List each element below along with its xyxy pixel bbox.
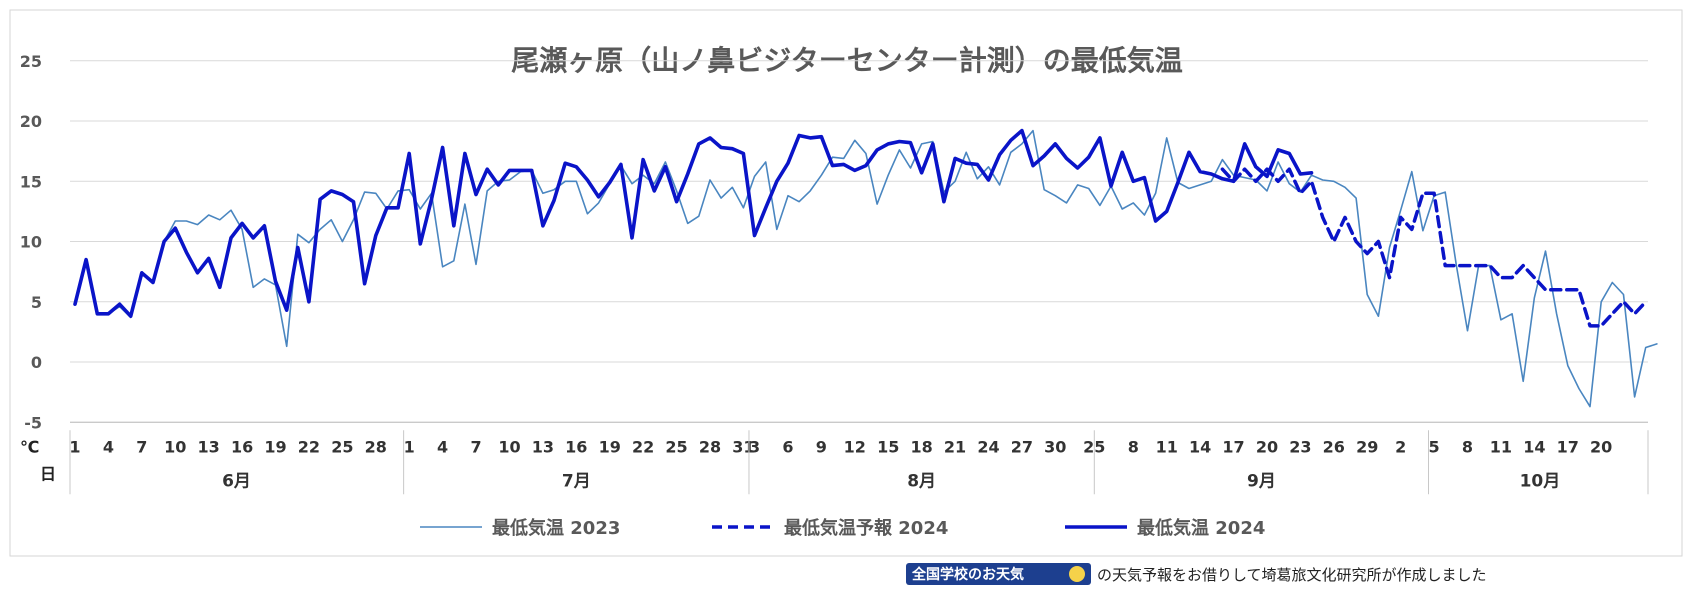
x-tick-label: 18	[911, 437, 933, 456]
x-tick-label: 22	[632, 437, 654, 456]
x-tick-label: 14	[1523, 437, 1545, 456]
x-tick-label: 25	[331, 437, 353, 456]
weather-site-logo-text: 全国学校のお天気	[912, 567, 1024, 583]
x-tick-label: 17	[1222, 437, 1244, 456]
y-tick-label: 15	[20, 172, 42, 191]
y-axis-ticks: 25 20 15 10 5 0 -5	[20, 52, 42, 433]
x-tick-label: 5	[1094, 437, 1105, 456]
x-tick-label: 5	[1429, 437, 1440, 456]
x-tick-label: 4	[437, 437, 448, 456]
x-tick-label: 19	[264, 437, 286, 456]
mascot-icon	[1069, 566, 1085, 582]
legend-label: 最低気温予報 2024	[784, 517, 948, 539]
x-tick-label: 1	[404, 437, 415, 456]
x-tick-label: 16	[231, 437, 253, 456]
series-line	[73, 128, 1314, 319]
x-tick-label: 6	[782, 437, 793, 456]
y-tick-label: 10	[20, 233, 42, 252]
y-tick-label: 25	[20, 52, 42, 71]
x-tick-label: 30	[1044, 437, 1066, 456]
x-tick-label: 28	[365, 437, 387, 456]
y-unit-label: ℃	[20, 437, 39, 456]
y-tick-label: 0	[31, 353, 42, 372]
x-tick-label: 4	[103, 437, 114, 456]
credit-line: 全国学校のお天気 の天気予報をお借りして埼葛旅文化研究所が作成しました	[906, 562, 1690, 586]
x-tick-label: 10	[498, 437, 520, 456]
x-tick-label: 16	[565, 437, 587, 456]
x-tick-label: 7	[136, 437, 147, 456]
x-tick-label: 13	[532, 437, 554, 456]
x-tick-label: 2	[1395, 437, 1406, 456]
x-tick-label: 29	[1356, 437, 1378, 456]
x-tick-label: 2	[1083, 437, 1094, 456]
x-tick-label: 19	[599, 437, 621, 456]
x-tick-label: 15	[877, 437, 899, 456]
credit-text: の天気予報をお借りして埼葛旅文化研究所が作成しました	[1097, 565, 1487, 584]
x-tick-label: 21	[944, 437, 966, 456]
x-tick-label: 26	[1323, 437, 1345, 456]
x-tick-label: 7	[470, 437, 481, 456]
x-tick-label: 10	[164, 437, 186, 456]
x-tick-label: 11	[1490, 437, 1512, 456]
y-tick-label: 5	[31, 293, 42, 312]
x-tick-label: 1	[69, 437, 80, 456]
weather-site-logo[interactable]: 全国学校のお天気	[906, 563, 1091, 585]
x-unit-label: 日	[40, 464, 56, 483]
data-series	[73, 128, 1658, 408]
x-tick-label: 9	[816, 437, 827, 456]
x-tick-label: 20	[1590, 437, 1612, 456]
x-tick-label: 14	[1189, 437, 1211, 456]
month-label: 8月	[907, 471, 936, 491]
month-label: 9月	[1247, 471, 1276, 491]
legend-label: 最低気温 2023	[492, 517, 620, 539]
x-tick-label: 13	[198, 437, 220, 456]
x-tick-label: 17	[1557, 437, 1579, 456]
x-tick-label: 8	[1462, 437, 1473, 456]
x-tick-label: 20	[1256, 437, 1278, 456]
x-tick-label: 23	[1289, 437, 1311, 456]
x-tick-label: 3	[749, 437, 760, 456]
y-tick-label: -5	[24, 413, 42, 432]
chart-frame	[9, 9, 1683, 557]
x-tick-label: 27	[1011, 437, 1033, 456]
month-label: 7月	[562, 471, 591, 491]
legend: 最低気温 2023 最低気温予報 2024 最低気温 2024	[420, 517, 1265, 539]
x-tick-label: 22	[298, 437, 320, 456]
y-tick-label: 20	[20, 112, 42, 131]
x-tick-label: 11	[1156, 437, 1178, 456]
x-tick-label: 12	[844, 437, 866, 456]
series-line	[74, 129, 1658, 408]
month-label: 10月	[1520, 471, 1561, 491]
series-line	[1220, 167, 1648, 328]
x-tick-label: 24	[977, 437, 999, 456]
x-tick-label: 28	[699, 437, 721, 456]
x-tick-label: 8	[1128, 437, 1139, 456]
month-label: 6月	[222, 471, 251, 491]
legend-label: 最低気温 2024	[1137, 517, 1265, 539]
x-tick-label: 25	[665, 437, 687, 456]
